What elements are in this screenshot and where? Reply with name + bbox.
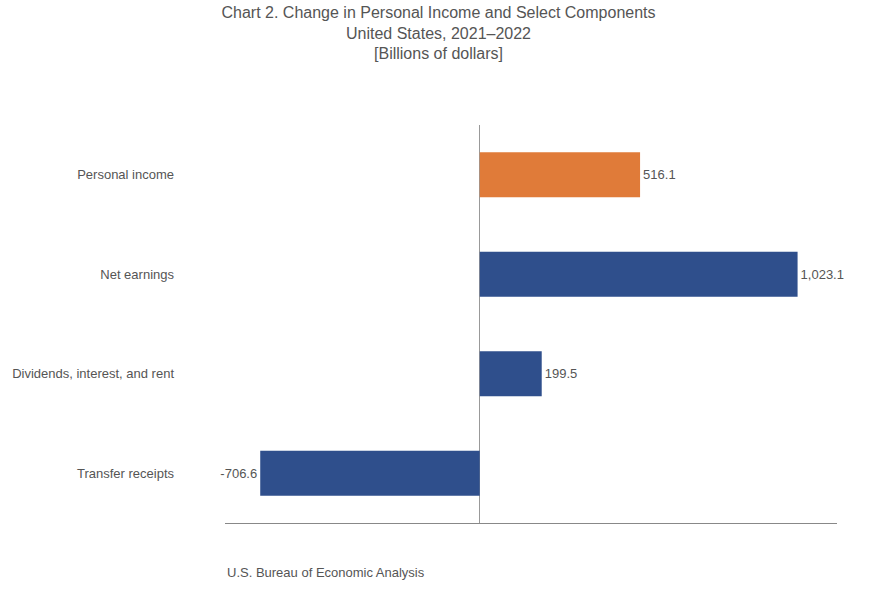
svg-text:Personal income: Personal income <box>77 167 174 182</box>
svg-text:Transfer receipts: Transfer receipts <box>77 466 175 481</box>
svg-text:199.5: 199.5 <box>545 366 578 381</box>
svg-text:516.1: 516.1 <box>643 167 676 182</box>
svg-text:1,023.1: 1,023.1 <box>801 267 844 282</box>
svg-text:-706.6: -706.6 <box>220 466 257 481</box>
svg-text:U.S. Bureau of Economic Analys: U.S. Bureau of Economic Analysis <box>227 565 425 580</box>
svg-text:Dividends, interest, and rent: Dividends, interest, and rent <box>12 366 174 381</box>
svg-text:Chart 2. Change in Personal In: Chart 2. Change in Personal Income and S… <box>221 4 655 63</box>
svg-text:Net earnings: Net earnings <box>100 267 174 282</box>
